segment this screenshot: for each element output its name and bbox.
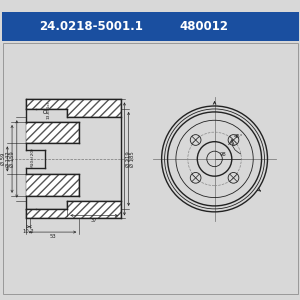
Text: Ø 142: Ø 142 — [6, 151, 10, 167]
FancyBboxPatch shape — [2, 12, 299, 41]
Text: 53: 53 — [49, 235, 56, 239]
Text: Ø 185: Ø 185 — [130, 151, 135, 167]
Text: Ø 159: Ø 159 — [10, 151, 15, 167]
Polygon shape — [26, 122, 79, 143]
Text: 98: 98 — [220, 152, 227, 157]
Text: 13,6(4x): 13,6(4x) — [47, 101, 51, 119]
Polygon shape — [26, 174, 79, 196]
Text: 10,2: 10,2 — [22, 229, 34, 234]
Text: Ø 219: Ø 219 — [126, 151, 131, 167]
Text: Ø 59: Ø 59 — [1, 153, 6, 165]
Text: M10x(20): M10x(20) — [30, 147, 34, 168]
Text: 480012: 480012 — [180, 20, 229, 33]
Text: 37: 37 — [91, 218, 98, 223]
Polygon shape — [26, 201, 121, 218]
Text: 24.0218-5001.1: 24.0218-5001.1 — [39, 20, 143, 33]
Text: 45°: 45° — [234, 134, 243, 139]
Polygon shape — [26, 99, 121, 117]
